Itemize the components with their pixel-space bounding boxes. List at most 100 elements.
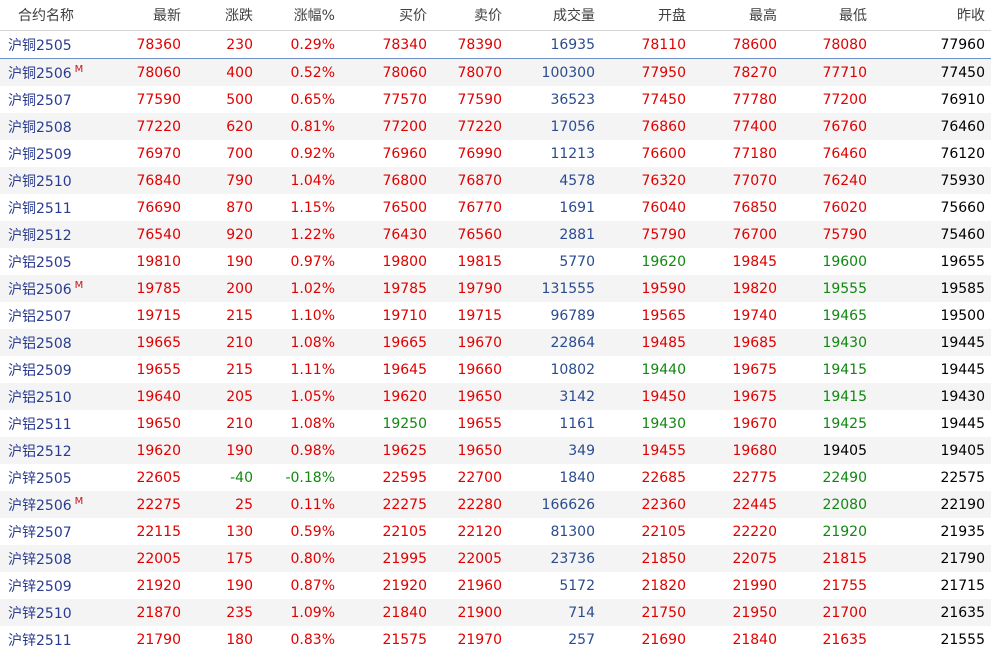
prev-close-cell: 75460 [873, 221, 991, 248]
table-row[interactable]: 沪铝2506 M 19785 200 1.02% 19785 19790 131555 1959… [0, 275, 991, 302]
bid-price-cell: 78340 [341, 30, 433, 59]
change-pct-cell: 0.83% [290, 631, 335, 648]
change-pct-cell: 1.04% [259, 167, 341, 194]
table-row[interactable]: 沪铝2505 19810 190 0.97% 19800 19815 5770 19620 19… [0, 248, 991, 275]
volume-cell: 10802 [550, 361, 595, 378]
ask-price-cell: 76990 [457, 145, 502, 162]
table-row[interactable]: 沪铝2508 19665 210 1.08% 19665 19670 22864 19485 1… [0, 329, 991, 356]
volume-cell: 4578 [508, 167, 601, 194]
prev-close-cell: 75660 [940, 199, 985, 216]
contract-name-cell[interactable]: 沪铜2511 [0, 194, 90, 221]
column-header-volume[interactable]: 成交量 [508, 0, 601, 31]
column-header-low[interactable]: 最低 [783, 0, 873, 31]
table-row[interactable]: 沪锌2508 22005 175 0.80% 21995 22005 23736 21850 2… [0, 545, 991, 572]
table-row[interactable]: 沪铝2509 19655 215 1.11% 19645 19660 10802 19440 1… [0, 356, 991, 383]
table-row[interactable]: 沪铜2507 77590 500 0.65% 77570 77590 36523 77450 7… [0, 86, 991, 113]
contract-name-cell[interactable]: 沪铝2506 M [0, 275, 90, 302]
change-pct-cell: -0.18% [285, 469, 335, 486]
open-price-cell: 22685 [641, 469, 686, 486]
high-price-cell: 77070 [692, 167, 783, 194]
contract-name: 沪铜2510 [8, 173, 72, 190]
contract-name-cell[interactable]: 沪铜2506 M [0, 58, 90, 86]
contract-name-cell[interactable]: 沪锌2506 M [0, 491, 90, 518]
prev-close-cell: 19445 [873, 329, 991, 356]
contract-name: 沪铝2510 [8, 389, 72, 406]
volume-cell: 3142 [508, 383, 601, 410]
column-header-high[interactable]: 最高 [692, 0, 783, 31]
contract-name-cell[interactable]: 沪铜2510 [0, 167, 90, 194]
bid-price-cell: 19625 [341, 437, 433, 464]
column-header-change-pct[interactable]: 涨幅% [259, 0, 341, 31]
change-pct-cell: 0.52% [259, 58, 341, 86]
contract-name-cell[interactable]: 沪铜2505 [0, 30, 90, 59]
open-price-cell: 19620 [641, 253, 686, 270]
high-price-cell: 19675 [692, 383, 783, 410]
open-price-cell: 76600 [641, 145, 686, 162]
table-row[interactable]: 沪铜2512 76540 920 1.22% 76430 76560 2881 75790 76… [0, 221, 991, 248]
contract-name-cell[interactable]: 沪锌2505 [0, 464, 90, 491]
table-row[interactable]: 沪铜2511 76690 870 1.15% 76500 76770 1691 76040 76… [0, 194, 991, 221]
change-cell: 400 [187, 58, 259, 86]
table-row[interactable]: 沪铜2509 76970 700 0.92% 76960 76990 11213 76600 7… [0, 140, 991, 167]
contract-name-cell[interactable]: 沪铝2508 [0, 329, 90, 356]
table-row[interactable]: 沪锌2511 21790 180 0.83% 21575 21970 257 21690 218… [0, 626, 991, 653]
low-price-cell: 19415 [822, 361, 867, 378]
table-row[interactable]: 沪铝2511 19650 210 1.08% 19250 19655 1161 19430 19… [0, 410, 991, 437]
table-row[interactable]: 沪锌2510 21870 235 1.09% 21840 21900 714 21750 219… [0, 599, 991, 626]
change-pct-cell: 1.08% [290, 415, 335, 432]
column-header-last[interactable]: 最新 [90, 0, 187, 31]
contract-name-cell[interactable]: 沪铜2507 [0, 86, 90, 113]
table-row[interactable]: 沪锌2505 22605 -40 -0.18% 22595 22700 1840 22685 2… [0, 464, 991, 491]
contract-name-cell[interactable]: 沪铜2512 [0, 221, 90, 248]
contract-name-cell[interactable]: 沪铝2507 [0, 302, 90, 329]
prev-close-cell: 22190 [873, 491, 991, 518]
prev-close-cell: 77960 [873, 30, 991, 59]
bid-price-cell: 78060 [341, 58, 433, 86]
column-header-bid[interactable]: 买价 [341, 0, 433, 31]
table-row[interactable]: 沪铜2510 76840 790 1.04% 76800 76870 4578 76320 77… [0, 167, 991, 194]
volume-cell: 1691 [559, 199, 595, 216]
contract-name-cell[interactable]: 沪铝2511 [0, 410, 90, 437]
change-cell: 620 [187, 113, 259, 140]
change-cell: 230 [187, 30, 259, 59]
change-cell: 500 [226, 91, 253, 108]
table-row[interactable]: 沪锌2507 22115 130 0.59% 22105 22120 81300 22105 2… [0, 518, 991, 545]
table-row[interactable]: 沪铝2512 19620 190 0.98% 19625 19650 349 19455 196… [0, 437, 991, 464]
contract-name-cell[interactable]: 沪铝2512 [0, 437, 90, 464]
column-header-name[interactable]: 合约名称 [0, 0, 90, 31]
change-cell: 190 [187, 437, 259, 464]
volume-cell: 714 [508, 599, 601, 626]
change-cell: 790 [187, 167, 259, 194]
ask-price-cell: 19715 [457, 307, 502, 324]
open-price-cell: 19455 [601, 437, 692, 464]
column-header-change[interactable]: 涨跌 [187, 0, 259, 31]
contract-name-cell[interactable]: 沪锌2510 [0, 599, 90, 626]
change-pct-cell: 0.98% [259, 437, 341, 464]
ask-price-cell: 19655 [457, 415, 502, 432]
contract-name-cell[interactable]: 沪铜2508 [0, 113, 90, 140]
last-price-cell: 22005 [90, 545, 187, 572]
contract-name-cell[interactable]: 沪锌2509 [0, 572, 90, 599]
table-row[interactable]: 沪铝2510 19640 205 1.05% 19620 19650 3142 19450 19… [0, 383, 991, 410]
column-header-ask[interactable]: 卖价 [433, 0, 508, 31]
column-header-prev-close[interactable]: 昨收 [873, 0, 991, 31]
table-row[interactable]: 沪铜2506 M 78060 400 0.52% 78060 78070 100300 7795… [0, 58, 991, 86]
table-row[interactable]: 沪铜2505 78360 230 0.29% 78340 78390 16935 78110 7… [0, 30, 991, 59]
contract-name-cell[interactable]: 沪铝2509 [0, 356, 90, 383]
column-header-open[interactable]: 开盘 [601, 0, 692, 31]
contract-name-cell[interactable]: 沪锌2508 [0, 545, 90, 572]
contract-name: 沪铝2512 [8, 443, 72, 460]
contract-name-cell[interactable]: 沪铝2510 [0, 383, 90, 410]
table-row[interactable]: 沪锌2509 21920 190 0.87% 21920 21960 5172 21820 21… [0, 572, 991, 599]
contract-name-cell[interactable]: 沪锌2507 [0, 518, 90, 545]
table-row[interactable]: 沪铝2507 19715 215 1.10% 19710 19715 96789 19565 1… [0, 302, 991, 329]
contract-name-cell[interactable]: 沪铝2505 [0, 248, 90, 275]
table-row[interactable]: 沪铜2508 77220 620 0.81% 77200 77220 17056 76860 7… [0, 113, 991, 140]
contract-name-cell[interactable]: 沪铜2509 [0, 140, 90, 167]
main-contract-badge: M [74, 63, 84, 75]
contract-name-cell[interactable]: 沪锌2511 [0, 626, 90, 653]
table-row[interactable]: 沪锌2506 M 22275 25 0.11% 22275 22280 166626 22360… [0, 491, 991, 518]
high-price-cell: 76700 [692, 221, 783, 248]
low-price-cell: 21755 [822, 577, 867, 594]
bid-price-cell: 77570 [382, 91, 427, 108]
